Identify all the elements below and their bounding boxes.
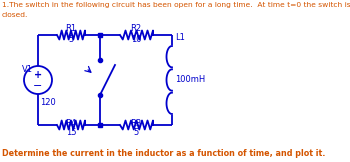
Text: L1: L1 — [175, 33, 185, 42]
Text: R1: R1 — [65, 24, 77, 33]
Text: +: + — [34, 70, 42, 80]
Text: 5: 5 — [68, 35, 74, 44]
Text: −: − — [33, 81, 43, 91]
Text: 5: 5 — [133, 128, 139, 137]
Text: 120: 120 — [40, 98, 56, 107]
Text: 100mH: 100mH — [175, 75, 205, 85]
Text: R4: R4 — [65, 119, 77, 128]
Text: 15: 15 — [66, 128, 76, 137]
Text: 1.The switch in the following circuit has been open for a long time.  At time t=: 1.The switch in the following circuit ha… — [2, 2, 350, 8]
Text: 10: 10 — [131, 35, 141, 44]
Text: R2: R2 — [131, 24, 141, 33]
Text: R3: R3 — [130, 119, 142, 128]
Text: closed.: closed. — [2, 12, 28, 18]
Text: V1: V1 — [22, 65, 33, 75]
Text: Determine the current in the inductor as a function of time, and plot it.: Determine the current in the inductor as… — [2, 149, 326, 158]
